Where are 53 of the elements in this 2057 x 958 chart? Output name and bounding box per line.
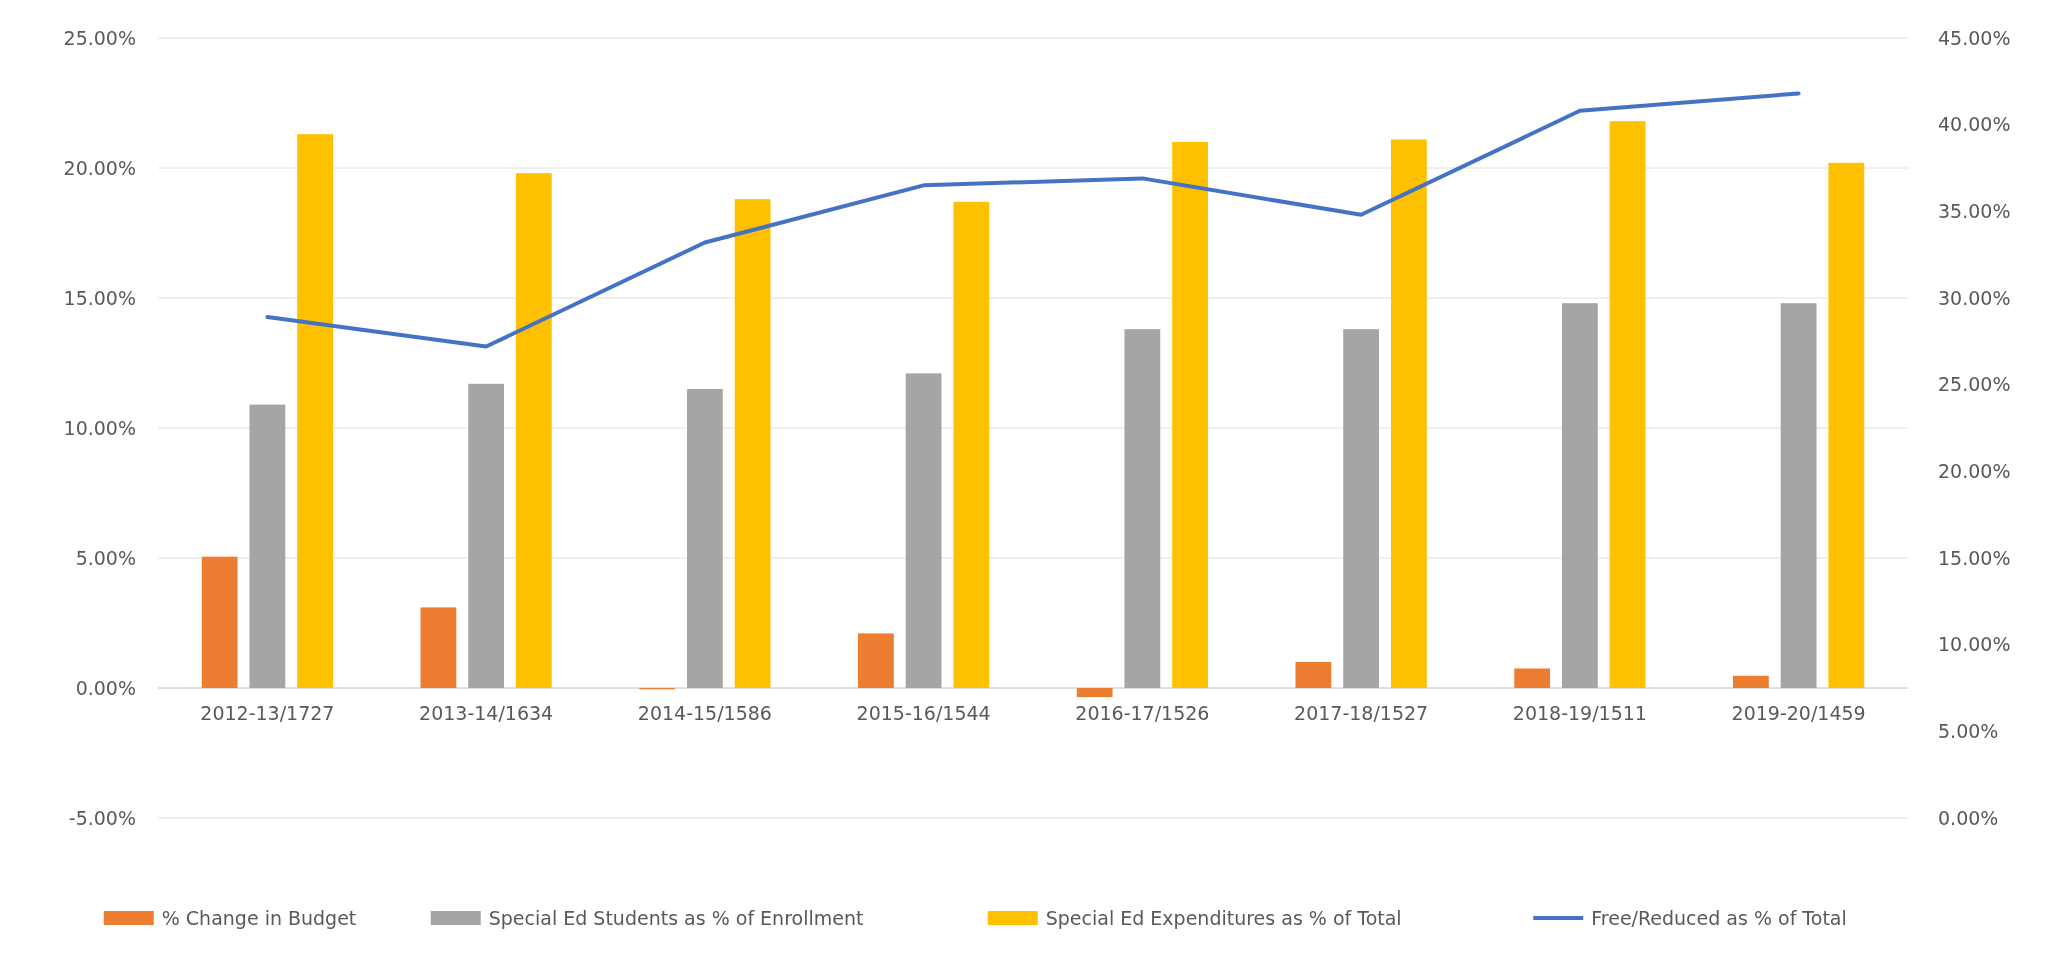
bar bbox=[297, 134, 333, 688]
bar bbox=[686, 389, 723, 688]
x-tick-label: 2013-14/1634 bbox=[419, 702, 554, 724]
bar bbox=[734, 199, 771, 688]
bar bbox=[953, 201, 990, 688]
y2-tick-label: 0.00% bbox=[1938, 806, 1999, 829]
x-tick-label: 2012-13/1727 bbox=[200, 702, 335, 724]
bar bbox=[1343, 329, 1380, 688]
bar bbox=[420, 607, 457, 688]
x-tick-label: 2018-19/1511 bbox=[1512, 702, 1647, 724]
x-tick-label: 2015-16/1544 bbox=[856, 702, 991, 724]
y-tick-label: -5.00% bbox=[68, 806, 136, 829]
bar bbox=[905, 373, 942, 688]
bar bbox=[1295, 662, 1332, 688]
bar bbox=[1514, 668, 1551, 688]
y2-tick-label: 45.00% bbox=[1938, 26, 2011, 49]
legend-label: Special Ed Expenditures as % of Total bbox=[1045, 906, 1402, 929]
bar bbox=[1172, 142, 1208, 688]
y2-tick-label: 25.00% bbox=[1938, 373, 2011, 396]
y2-tick-label: 15.00% bbox=[1938, 546, 2011, 569]
x-tick-label: 2014-15/1586 bbox=[637, 702, 772, 724]
legend-label: Special Ed Students as % of Enrollment bbox=[488, 906, 864, 929]
bar bbox=[858, 633, 894, 688]
y2-tick-label: 10.00% bbox=[1938, 633, 2011, 656]
legend-label: Free/Reduced as % of Total bbox=[1591, 906, 1847, 929]
y-tick-label: 20.00% bbox=[63, 156, 136, 179]
bar bbox=[1561, 303, 1598, 688]
y-tick-label: 0.00% bbox=[75, 676, 136, 699]
bar bbox=[1609, 121, 1646, 688]
y-tick-label: 15.00% bbox=[63, 286, 136, 309]
bar bbox=[1828, 162, 1865, 688]
legend-label: % Change in Budget bbox=[161, 906, 357, 929]
bar bbox=[249, 404, 286, 688]
bar bbox=[515, 173, 552, 688]
bar bbox=[1124, 329, 1161, 688]
bar bbox=[1076, 688, 1113, 698]
y2-tick-label: 35.00% bbox=[1938, 199, 2011, 222]
y2-tick-label: 30.00% bbox=[1938, 286, 2011, 309]
y2-tick-label: 20.00% bbox=[1938, 459, 2011, 482]
x-tick-label: 2017-18/1527 bbox=[1294, 702, 1429, 724]
y-tick-label: 10.00% bbox=[63, 416, 136, 439]
y-tick-label: 5.00% bbox=[75, 546, 136, 569]
bar bbox=[1733, 675, 1769, 688]
bar bbox=[201, 556, 238, 688]
bar bbox=[468, 383, 505, 688]
bar bbox=[1390, 139, 1427, 688]
x-tick-label: 2016-17/1526 bbox=[1075, 702, 1210, 724]
y2-tick-label: 40.00% bbox=[1938, 113, 2011, 136]
x-tick-label: 2019-20/1459 bbox=[1731, 702, 1866, 724]
bar bbox=[1780, 303, 1817, 688]
line-series bbox=[265, 91, 1801, 349]
y-tick-label: 25.00% bbox=[63, 26, 136, 49]
y2-tick-label: 5.00% bbox=[1938, 719, 1999, 742]
